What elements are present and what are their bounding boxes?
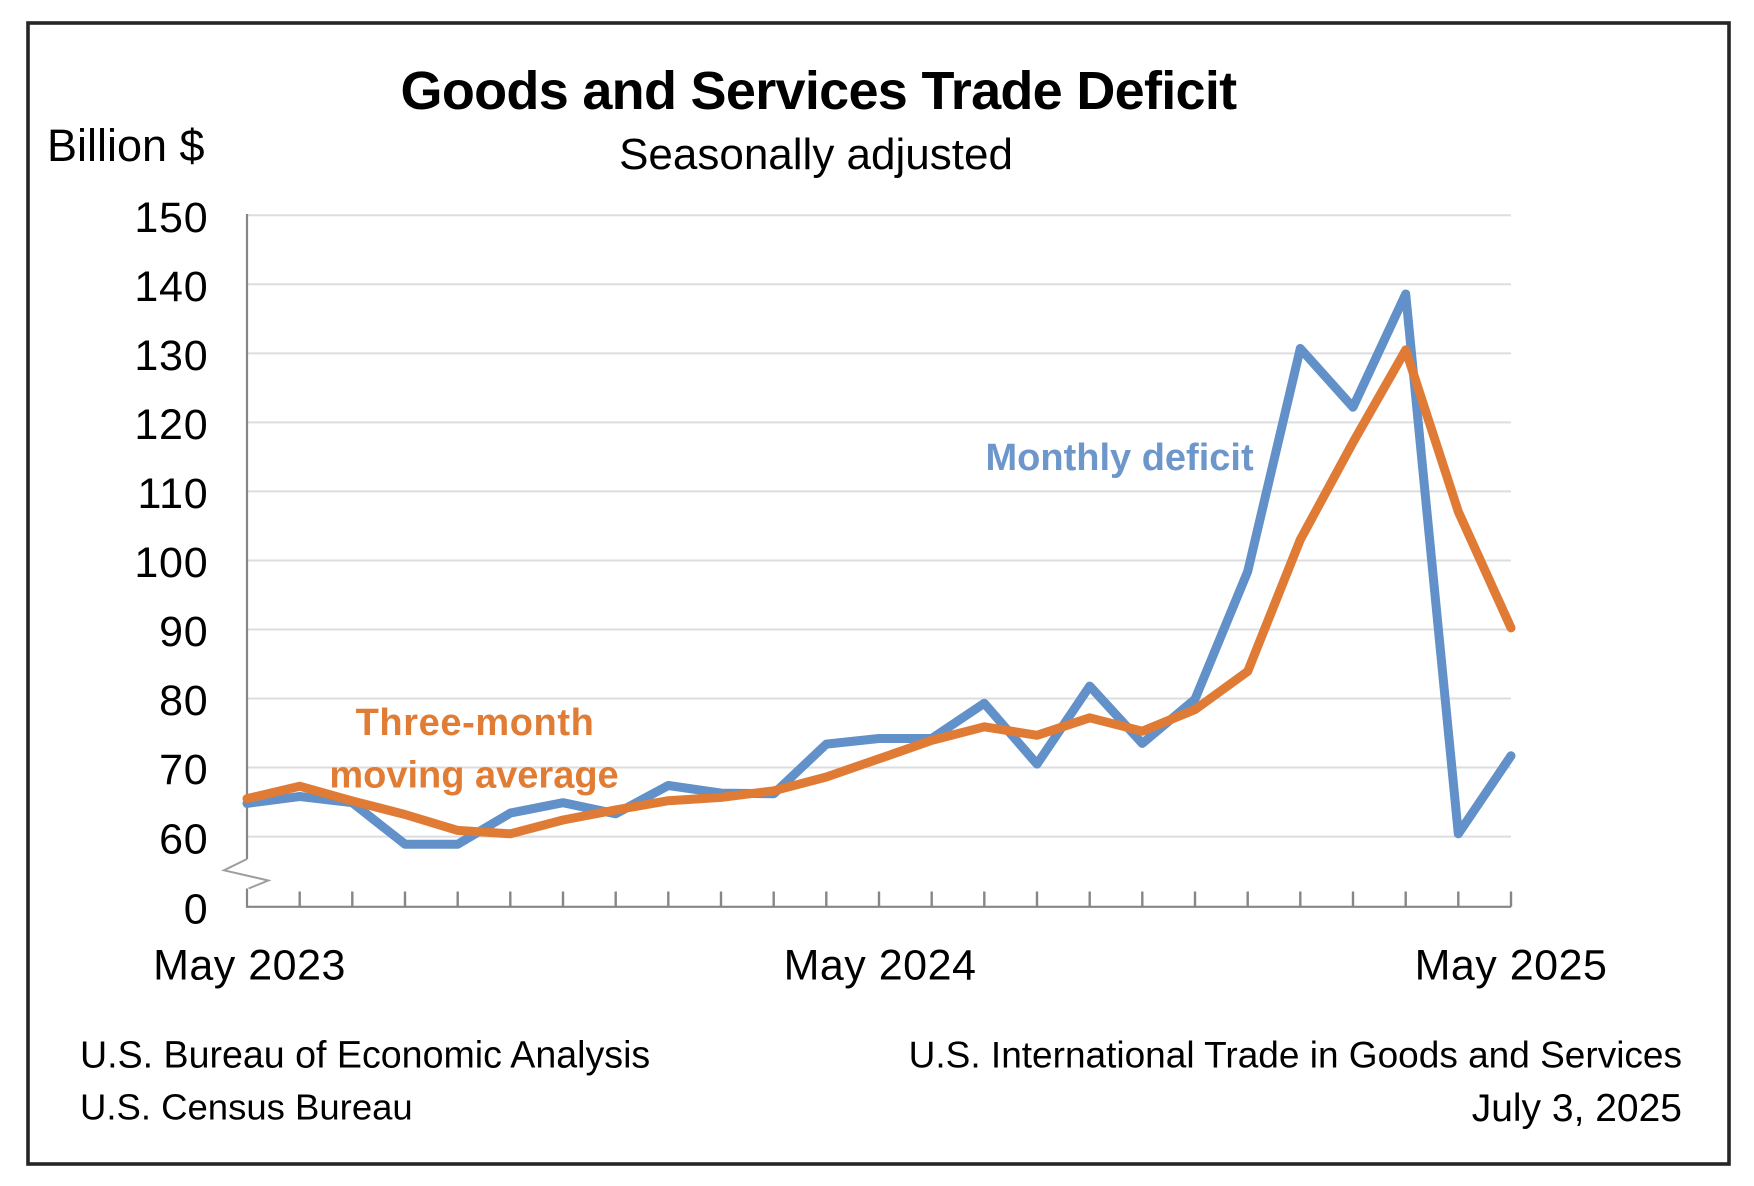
svg-text:140: 140 [134,263,208,311]
svg-text:May 2023: May 2023 [153,942,346,990]
svg-text:U.S. Census Bureau: U.S. Census Bureau [80,1087,413,1128]
svg-text:Three-month: Three-month [356,702,595,744]
svg-text:60: 60 [159,815,208,863]
svg-text:130: 130 [134,332,208,380]
svg-text:150: 150 [134,194,208,242]
svg-text:70: 70 [159,746,208,794]
svg-text:110: 110 [138,470,209,518]
svg-text:U.S. Bureau of Economic Analys: U.S. Bureau of Economic Analysis [80,1034,650,1076]
svg-text:120: 120 [134,401,208,449]
svg-text:moving average: moving average [329,755,618,797]
svg-text:May 2025: May 2025 [1415,942,1608,990]
svg-text:U.S. International Trade in Go: U.S. International Trade in Goods and Se… [909,1035,1682,1076]
svg-text:Billion $: Billion $ [47,120,205,171]
svg-text:100: 100 [134,539,208,587]
svg-text:Goods and Services Trade Defic: Goods and Services Trade Deficit [401,61,1238,121]
svg-text:May 2024: May 2024 [784,942,977,990]
svg-text:July 3, 2025: July 3, 2025 [1472,1087,1682,1130]
svg-text:Monthly deficit: Monthly deficit [986,437,1254,479]
svg-text:80: 80 [159,677,208,725]
svg-text:90: 90 [159,608,208,656]
svg-text:Seasonally adjusted: Seasonally adjusted [619,130,1013,179]
svg-text:0: 0 [184,886,209,934]
